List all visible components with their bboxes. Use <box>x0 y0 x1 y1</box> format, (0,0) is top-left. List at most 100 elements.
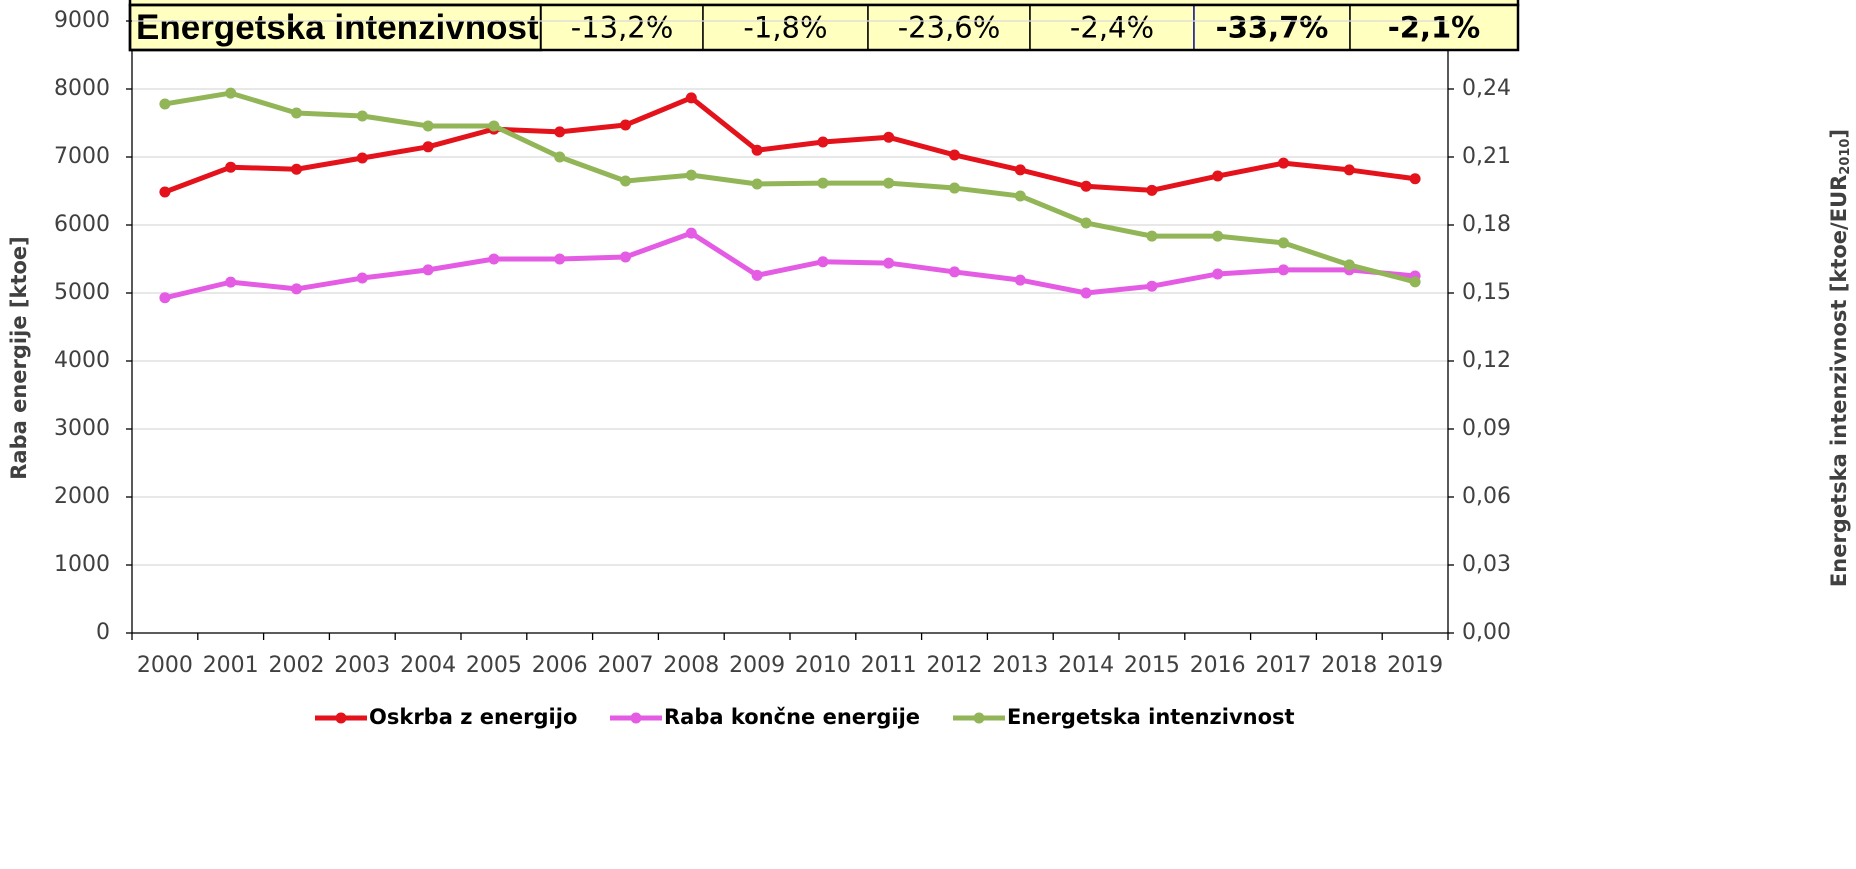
y2-tick-label: 0,03 <box>1462 552 1511 577</box>
y2-tick-label: 0,12 <box>1462 348 1511 373</box>
y-tick-label: 0 <box>96 620 110 645</box>
table-cell-text: -33,7% <box>1216 11 1329 45</box>
y-tick-label: 5000 <box>54 280 110 305</box>
table-cell <box>540 4 704 51</box>
series-line <box>164 230 1416 301</box>
y2-axis-label-text: Energetska intenzivnost [ktoe/EUR <box>1827 175 1851 587</box>
x-tick-label: 2016 <box>1190 653 1246 678</box>
data-point <box>225 161 237 173</box>
data-point <box>1146 184 1158 196</box>
y-tick-label: 6000 <box>54 212 110 237</box>
data-point <box>1212 268 1224 280</box>
data-point <box>422 120 434 132</box>
series-line <box>164 95 1416 195</box>
y2-tick-label: 0,24 <box>1462 76 1511 101</box>
legend-swatch-dot <box>973 712 985 724</box>
data-point <box>1014 190 1026 202</box>
table-cell <box>867 4 1031 51</box>
legend-label: Raba končne energije <box>664 705 920 729</box>
data-point <box>685 227 697 239</box>
table-cell-text: Energetska intenzivnost <box>136 8 539 47</box>
data-point <box>356 110 368 122</box>
data-point <box>620 175 631 187</box>
x-tick-label: 2010 <box>795 653 851 678</box>
y2-axis-label: Energetska intenzivnost [ktoe/EUR2010] <box>1827 129 1853 587</box>
x-tick-label: 2003 <box>334 653 390 678</box>
data-point <box>225 276 237 288</box>
x-tick-label: 2019 <box>1387 653 1443 678</box>
y2-tick-label: 0,06 <box>1462 484 1511 509</box>
table-cell <box>1349 4 1519 51</box>
x-tick-label: 2018 <box>1321 653 1377 678</box>
data-point <box>488 120 500 132</box>
legend-swatch-dot <box>335 712 347 724</box>
x-tick-label: 2001 <box>203 653 259 678</box>
x-tick-label: 2000 <box>137 653 193 678</box>
data-point <box>356 152 368 164</box>
data-point <box>1343 259 1355 271</box>
y2-tick-label: 0,21 <box>1462 144 1511 169</box>
x-tick-label: 2005 <box>466 653 522 678</box>
x-tick-label: 2004 <box>400 653 456 678</box>
data-point <box>422 141 434 153</box>
y2-axis-label-sub: 2010 <box>1838 139 1853 175</box>
x-tick-label: 2013 <box>992 653 1048 678</box>
y-tick-label: 8000 <box>54 76 110 101</box>
data-point <box>1278 264 1289 276</box>
data-point <box>949 182 960 194</box>
data-point <box>1146 230 1158 242</box>
legend-label: Oskrba z energijo <box>369 705 577 729</box>
y-axis-label: Raba energije [ktoe] <box>7 236 31 480</box>
data-point <box>949 266 960 278</box>
table-cell-text: -1,8% <box>743 11 827 45</box>
y-tick-label: 3000 <box>54 416 110 441</box>
data-point <box>1014 164 1026 176</box>
data-point <box>488 253 500 265</box>
data-point <box>1409 173 1421 185</box>
data-point <box>554 126 566 138</box>
table-border <box>128 3 1520 52</box>
y2-axis-label-end: ] <box>1827 129 1851 139</box>
data-point <box>1343 164 1355 176</box>
x-tick-label: 2015 <box>1124 653 1180 678</box>
series-line <box>164 90 1416 285</box>
data-point <box>883 177 895 189</box>
x-tick-label: 2002 <box>269 653 325 678</box>
data-point <box>1278 237 1289 249</box>
data-point <box>159 292 171 304</box>
y2-tick-label: 0,00 <box>1462 620 1511 645</box>
y2-tick-label: 0,18 <box>1462 212 1511 237</box>
y2-tick-label: 0,09 <box>1462 416 1511 441</box>
data-point <box>751 269 763 281</box>
data-point <box>1080 287 1092 299</box>
x-tick-label: 2011 <box>861 653 917 678</box>
data-point <box>883 131 895 143</box>
y-tick-label: 9000 <box>54 8 110 33</box>
x-tick-label: 2007 <box>598 653 654 678</box>
data-point <box>291 163 302 175</box>
y2-tick-label: 0,15 <box>1462 280 1511 305</box>
y-tick-label: 4000 <box>54 348 110 373</box>
data-point <box>817 136 829 148</box>
data-point <box>817 177 829 189</box>
data-point <box>422 264 434 276</box>
data-point <box>1278 157 1289 169</box>
y-tick-label: 1000 <box>54 552 110 577</box>
y-tick-label: 7000 <box>54 144 110 169</box>
data-point <box>356 272 368 284</box>
data-point <box>1212 170 1224 182</box>
data-point <box>1409 276 1421 288</box>
x-tick-label: 2008 <box>663 653 719 678</box>
data-point <box>620 251 631 263</box>
x-tick-label: 2014 <box>1058 653 1114 678</box>
data-point <box>883 257 895 269</box>
data-point <box>1212 230 1224 242</box>
data-table: Energetska intenzivnost -13,2% -1,8% -23,6%… <box>128 0 1520 52</box>
data-point <box>554 253 566 265</box>
data-point <box>225 87 237 99</box>
data-point <box>751 178 763 190</box>
data-point <box>620 119 631 131</box>
data-point <box>1080 180 1092 192</box>
data-point <box>1146 280 1158 292</box>
legend-swatch-dot <box>630 712 642 724</box>
